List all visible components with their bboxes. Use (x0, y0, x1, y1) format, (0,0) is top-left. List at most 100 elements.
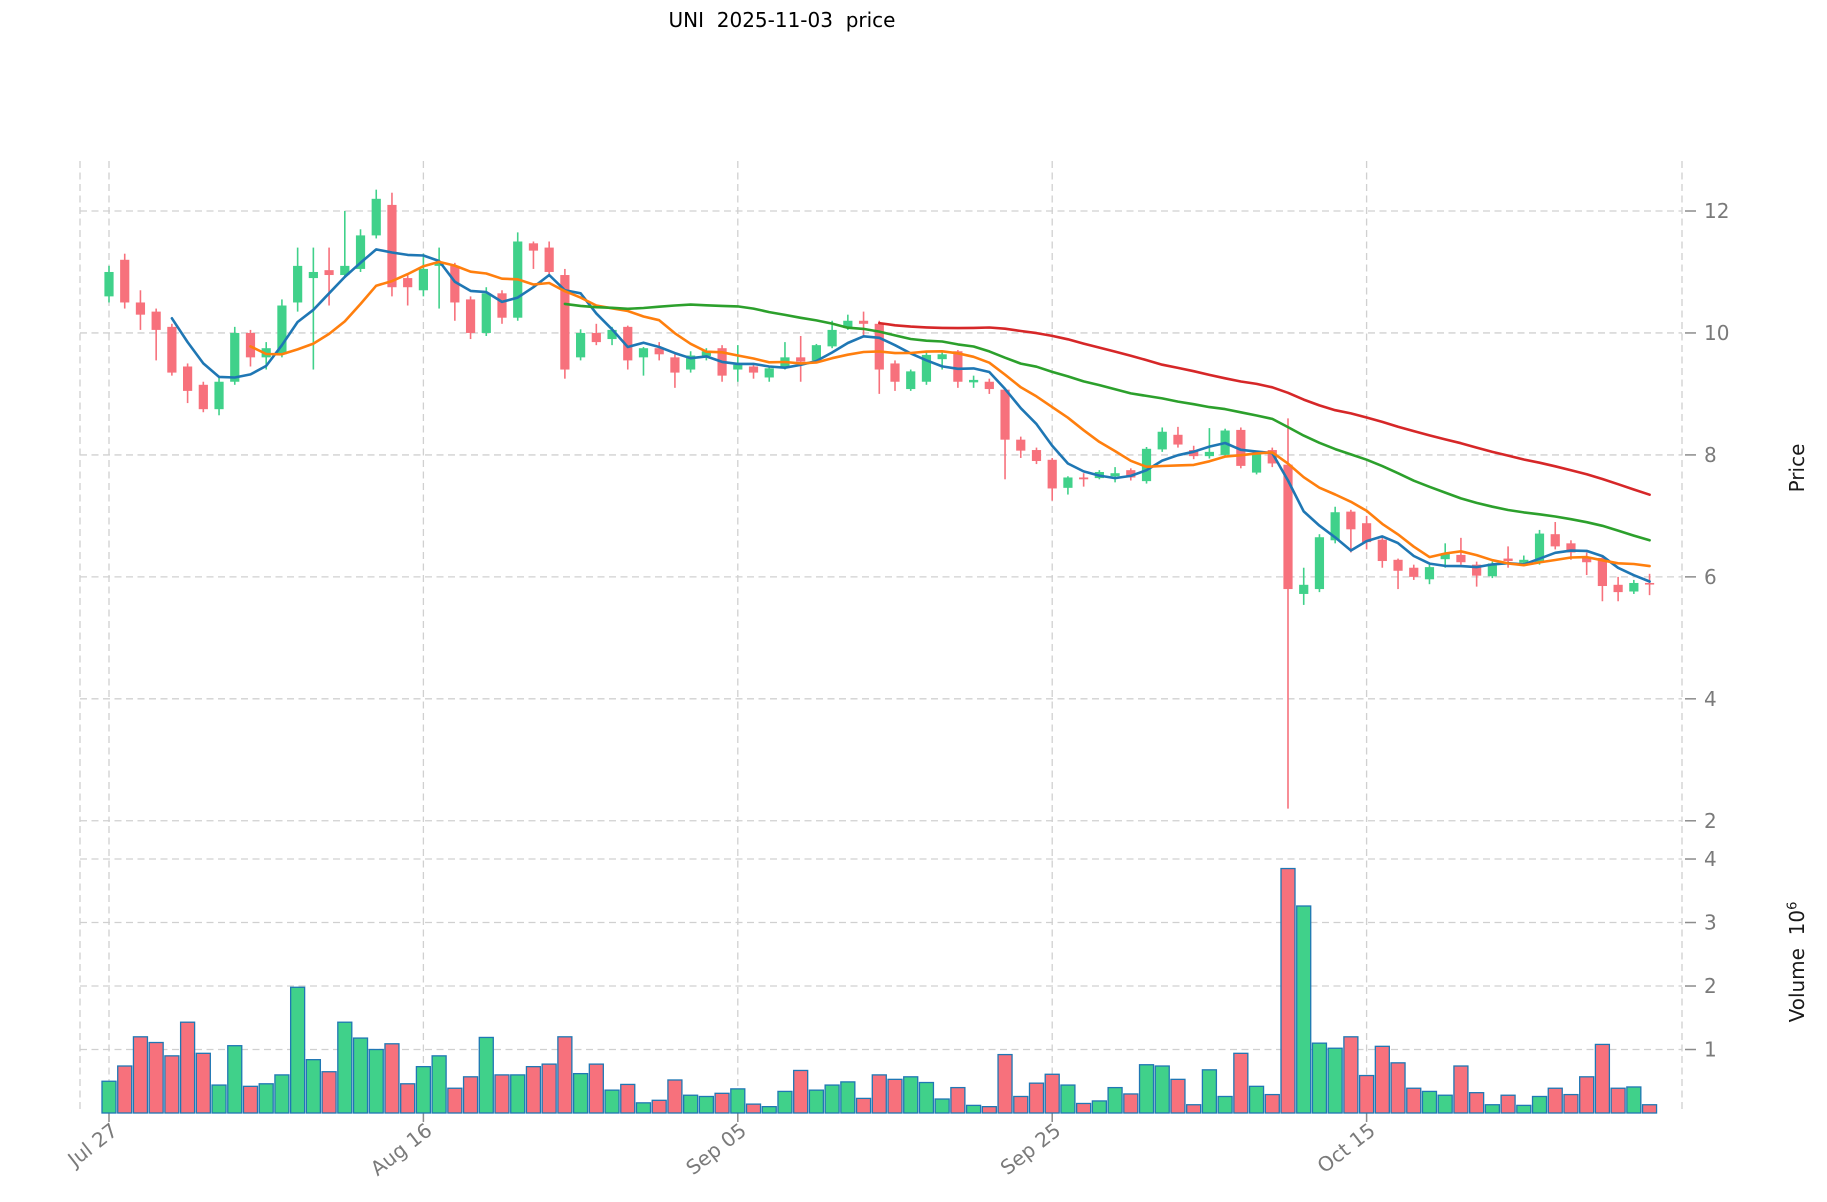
candle-body (1487, 563, 1497, 577)
volume-bar (651, 1099, 667, 1114)
volume-bar (1626, 1086, 1642, 1114)
candle-body (183, 366, 193, 391)
candle-body (748, 366, 759, 373)
volume-bar (588, 1063, 604, 1114)
volume-bar (337, 1021, 353, 1114)
candle-body (1157, 431, 1167, 450)
candle-body (1016, 439, 1026, 451)
price-axis-label: Price (1785, 444, 1809, 493)
volume-bar (572, 1072, 589, 1114)
volume-bar (1280, 867, 1296, 1114)
volume-bar (1563, 1093, 1579, 1114)
candle-body (1251, 453, 1262, 473)
volume-bar (981, 1106, 997, 1114)
volume-bar (1327, 1047, 1343, 1114)
candle-body (544, 247, 554, 272)
volume-bar (447, 1087, 463, 1114)
candle-body (953, 351, 963, 382)
volume-bar (1500, 1094, 1516, 1114)
volume-bar (1579, 1076, 1595, 1114)
candle-body (497, 293, 507, 318)
candle-body (528, 243, 539, 251)
candle-body (638, 348, 649, 358)
svg-text:Sep 25: Sep 25 (996, 1118, 1066, 1180)
volume-bar (1390, 1062, 1406, 1114)
volume-bar (1547, 1087, 1563, 1114)
candle-body (403, 278, 413, 288)
candle-body (1236, 429, 1246, 466)
svg-text:Jul 27: Jul 27 (62, 1118, 122, 1173)
volume-bar (808, 1089, 825, 1114)
volume-bar (242, 1085, 259, 1114)
volume-bar (1028, 1082, 1045, 1114)
volume-bar (132, 1036, 149, 1114)
candle-body (434, 262, 444, 266)
candle-body (465, 299, 476, 333)
volume-bar (1516, 1104, 1532, 1114)
volume-bar (777, 1090, 793, 1114)
volume-bar (903, 1076, 919, 1114)
volume-bar (510, 1074, 526, 1114)
candle-body (1440, 553, 1450, 560)
volume-bar (1421, 1090, 1438, 1114)
svg-text:4: 4 (1704, 687, 1717, 711)
volume-bar (274, 1074, 290, 1114)
candle-body (214, 381, 224, 410)
candle-body (450, 265, 460, 303)
candle-body (167, 326, 177, 373)
candle-body (1330, 512, 1340, 541)
volume-bar (305, 1059, 322, 1114)
candle-body (591, 332, 601, 343)
candle-body (1582, 557, 1592, 563)
candle-body (1126, 470, 1136, 478)
candle-body (1503, 558, 1513, 562)
candle-body (1346, 511, 1356, 530)
volume-bar (730, 1088, 746, 1114)
candle-body (418, 268, 428, 291)
volume-bar (793, 1069, 809, 1114)
volume-bar (1060, 1084, 1076, 1114)
candle-body (308, 271, 318, 279)
candle-body (921, 354, 932, 382)
candle-body (1409, 567, 1419, 577)
candle-body (764, 368, 774, 378)
price-axis-label-text: Price (1785, 443, 1809, 493)
volume-bar (997, 1053, 1013, 1114)
volume-bar (179, 1021, 196, 1114)
candle-body (1299, 584, 1309, 594)
volume-bar (1343, 1036, 1359, 1114)
candle-body (371, 198, 381, 236)
volume-bar (1264, 1093, 1280, 1114)
candle-body (1613, 584, 1623, 593)
volume-bar (117, 1065, 133, 1114)
volume-bar (745, 1103, 762, 1114)
candle-body (906, 371, 916, 390)
candle-body (607, 329, 617, 340)
volume-bar (258, 1083, 274, 1114)
volume-bar (415, 1065, 432, 1114)
volume-bar (557, 1036, 573, 1114)
candle-body (198, 384, 208, 410)
volume-bar (918, 1081, 935, 1114)
candle-body (623, 326, 633, 361)
x-tick-labels: Jul 27 Aug 16 Sep 05 Sep 25 Oct 15 (62, 1113, 1380, 1181)
svg-text:Sep 05: Sep 05 (681, 1118, 751, 1180)
candle-body (1456, 554, 1466, 563)
volume-bar (1311, 1042, 1328, 1114)
candle-body (576, 332, 586, 358)
volume-bar (1453, 1065, 1469, 1114)
candle-body (1393, 559, 1403, 571)
volume-bar (950, 1086, 966, 1114)
svg-text:6: 6 (1704, 565, 1717, 589)
volume-bars (101, 867, 1658, 1114)
volume-bar (620, 1083, 636, 1114)
candle-body (277, 305, 287, 355)
candle-body (387, 204, 397, 288)
volume-bar (1374, 1045, 1390, 1114)
svg-text:4: 4 (1704, 847, 1717, 871)
candle-body (293, 265, 303, 303)
candle-body (937, 354, 947, 360)
candle-body (858, 320, 869, 324)
volume-bar (1406, 1087, 1422, 1114)
ma-line-30 (563, 302, 1651, 542)
